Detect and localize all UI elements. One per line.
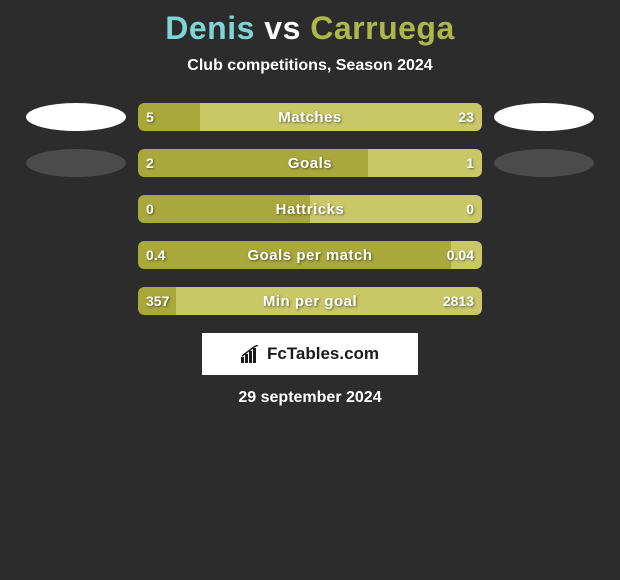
player1-marker (26, 149, 126, 177)
stat-label: Goals (138, 149, 482, 177)
ellipse-right-slot (494, 149, 594, 177)
stat-row: 3572813Min per goal (0, 287, 620, 315)
ellipse-left-slot (26, 103, 126, 131)
ellipse-right-slot (494, 287, 594, 315)
ellipse-right-slot (494, 103, 594, 131)
stat-bar: 21Goals (138, 149, 482, 177)
ellipse-left-slot (26, 241, 126, 269)
stat-bar: 523Matches (138, 103, 482, 131)
date-text: 29 september 2024 (0, 389, 620, 407)
stat-bar: 3572813Min per goal (138, 287, 482, 315)
comparison-panel: Denis vs Carruega Club competitions, Sea… (0, 0, 620, 450)
stats-rows: 523Matches 21Goals 00Hattricks 0.40.04Goals… (0, 103, 620, 315)
stat-label: Matches (138, 103, 482, 131)
bars-logo-icon (241, 345, 263, 363)
brand-box[interactable]: FcTables.com (202, 333, 418, 375)
ellipse-left-slot (26, 149, 126, 177)
ellipse-left-slot (26, 287, 126, 315)
player1-name: Denis (165, 10, 255, 46)
stat-label: Goals per match (138, 241, 482, 269)
player2-marker (494, 149, 594, 177)
stat-bar: 0.40.04Goals per match (138, 241, 482, 269)
stat-label: Min per goal (138, 287, 482, 315)
player2-name: Carruega (310, 10, 455, 46)
ellipse-left-slot (26, 195, 126, 223)
brand-label: FcTables.com (267, 344, 379, 364)
stat-bar: 00Hattricks (138, 195, 482, 223)
stat-row: 523Matches (0, 103, 620, 131)
brand-text: FcTables.com (241, 344, 379, 364)
vs-text: vs (264, 10, 301, 46)
stat-row: 21Goals (0, 149, 620, 177)
ellipse-right-slot (494, 195, 594, 223)
ellipse-right-slot (494, 241, 594, 269)
player2-marker (494, 103, 594, 131)
stat-row: 0.40.04Goals per match (0, 241, 620, 269)
player1-marker (26, 103, 126, 131)
subtitle: Club competitions, Season 2024 (0, 57, 620, 75)
stat-row: 00Hattricks (0, 195, 620, 223)
stat-label: Hattricks (138, 195, 482, 223)
page-title: Denis vs Carruega (0, 0, 620, 47)
